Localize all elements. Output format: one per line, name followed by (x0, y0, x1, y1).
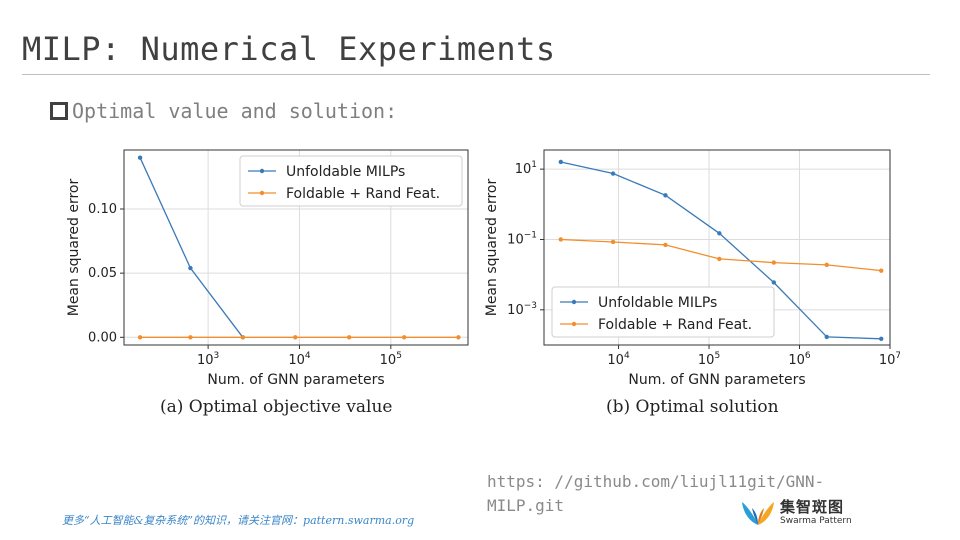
data-point (717, 231, 722, 236)
legend-marker (571, 321, 577, 327)
data-point (771, 260, 777, 265)
data-point (663, 242, 668, 248)
x-axis-label: Num. of GNN parameters (207, 372, 384, 388)
x-tick-label: 104 (607, 351, 630, 368)
square-bullet-icon (50, 102, 68, 120)
plot-frame (543, 149, 891, 346)
legend-marker (259, 190, 265, 196)
legend-box (239, 155, 463, 207)
data-point (137, 335, 143, 340)
legend-box (551, 286, 775, 338)
y-tick-label: 0.00 (88, 330, 117, 345)
y-tick-label: 10−1 (507, 230, 537, 247)
chart-optimal-solution: 104 105 106 107 10−3 10−1 101 Num. of GNN param… (484, 149, 900, 388)
swarma-logo: 集智斑图 Swarma Pattern (740, 499, 852, 527)
series-line-foldable (560, 238, 882, 272)
footer-note: 更多“人工智能&复杂系统”的知识，请关注官网：pattern.swarma.or… (62, 514, 415, 527)
bullet-text: Optimal value and solution: (72, 99, 398, 123)
data-point (401, 335, 407, 340)
caption-a: (a) Optimal objective value (160, 397, 393, 417)
caption-b: (b) Optimal solution (606, 397, 779, 417)
series-line-unfoldable (139, 157, 244, 338)
slide-title: MILP: Numerical Experiments (22, 30, 556, 68)
plot-frame (123, 149, 469, 346)
data-point (188, 265, 193, 271)
y-tick-label: 101 (515, 160, 537, 177)
chart-optimal-objective: 103 104 105 0.00 0.05 0.10 Num. of GNN paramet… (66, 149, 469, 388)
logo-chinese-name: 集智斑图 (780, 498, 845, 516)
legend-label: Foldable + Rand Feat. (598, 317, 752, 333)
y-tick-label: 10−3 (507, 301, 537, 318)
y-tick-label: 0.10 (88, 202, 117, 217)
legend-label: Foldable + Rand Feat. (286, 186, 440, 202)
data-point (610, 171, 616, 176)
bullet-line: Optimal value and solution: (50, 99, 397, 123)
data-point (824, 262, 829, 268)
x-tick-label: 104 (288, 351, 311, 368)
title-divider (22, 74, 930, 75)
x-tick-label: 103 (197, 351, 219, 368)
y-axis-label: Mean squared error (66, 179, 82, 317)
data-point (293, 335, 298, 340)
x-axis-label: Num. of GNN parameters (628, 372, 805, 388)
data-point (456, 335, 461, 340)
data-point (771, 280, 777, 285)
data-point (188, 335, 193, 340)
butterfly-logo-icon (742, 502, 774, 525)
x-tick-label: 106 (788, 351, 811, 368)
x-tick-label: 105 (698, 351, 720, 368)
data-point (717, 256, 722, 262)
logo-english-name: Swarma Pattern (780, 516, 852, 526)
x-tick-label: 105 (380, 351, 402, 368)
data-point (558, 237, 563, 242)
legend-label: Unfoldable MILPs (598, 295, 717, 311)
data-point (558, 159, 563, 165)
legend-label: Unfoldable MILPs (286, 164, 405, 180)
legend-marker (259, 168, 265, 174)
data-point (240, 335, 246, 340)
github-link[interactable]: https: //github.com/liujl11git/GNN-MILP.… (487, 472, 825, 515)
x-tick-label: 107 (879, 351, 900, 368)
y-axis-label: Mean squared error (484, 179, 500, 317)
data-point (663, 193, 668, 198)
legend-marker (571, 299, 577, 305)
data-point (610, 239, 616, 245)
data-point (879, 268, 884, 273)
y-tick-label: 0.05 (88, 266, 117, 281)
data-point (346, 335, 352, 340)
data-point (137, 155, 143, 160)
data-point (824, 334, 829, 340)
data-point (879, 336, 884, 342)
